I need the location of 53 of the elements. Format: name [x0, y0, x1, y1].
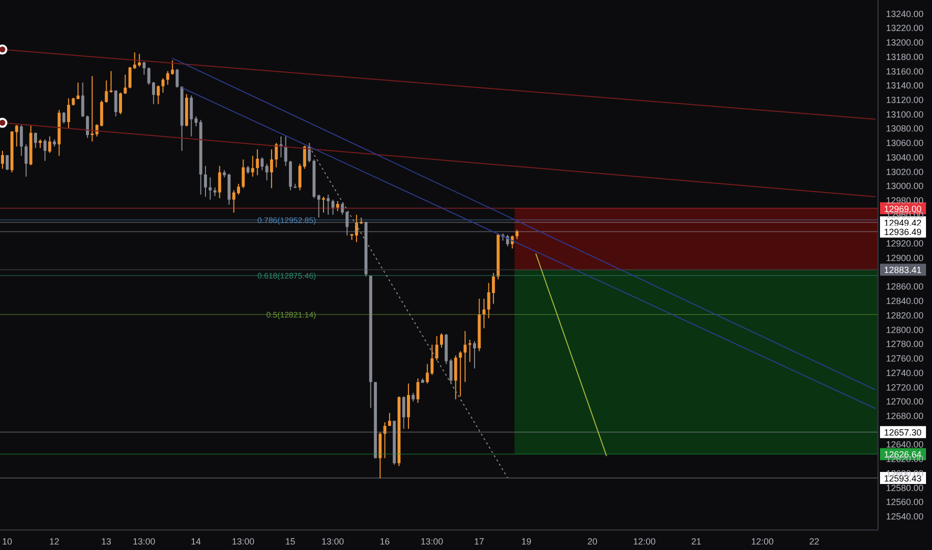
y-tick-label: 12740.00	[886, 368, 924, 378]
y-tick-label: 13080.00	[886, 124, 924, 134]
x-tick-label: 15	[285, 536, 296, 546]
y-tick-label: 12720.00	[886, 382, 924, 392]
y-tick-label: 13000.00	[886, 181, 924, 192]
y-tick-label: 12680.00	[886, 411, 924, 422]
x-tick-label: 16	[380, 536, 390, 546]
y-tick-label: 13160.00	[886, 66, 924, 76]
ref-line-label: 12657.30	[884, 428, 922, 438]
y-tick-label: 12820.00	[886, 310, 924, 320]
ref-line-label: 12936.49	[884, 227, 922, 238]
x-tick-label: 20	[587, 536, 598, 546]
y-tick-label: 12540.00	[886, 512, 924, 522]
y-tick-label: 12640.00	[886, 440, 924, 450]
y-tick-label: 12760.00	[886, 354, 924, 364]
x-tick-label: 12	[49, 536, 60, 546]
y-tick-label: 13100.00	[886, 109, 924, 120]
x-tick-label: 10	[2, 536, 12, 546]
y-tick-label: 12920.00	[886, 238, 924, 249]
x-tick-label: 19	[521, 536, 532, 546]
x-tick-label: 13:00	[132, 536, 156, 546]
annotation: 0.618(12875.46)	[257, 271, 316, 280]
y-tick-label: 13140.00	[886, 80, 924, 91]
y-tick-label: 12860.00	[886, 282, 924, 292]
x-tick-label: 12:00	[751, 536, 774, 546]
y-tick-label: 12560.00	[886, 497, 924, 508]
y-tick-label: 13060.00	[886, 138, 924, 148]
y-tick-label: 13240.00	[886, 8, 924, 19]
annotation: 0.786(12952.85)	[257, 216, 316, 225]
x-tick-label: 17	[474, 536, 484, 546]
y-tick-label: 12840.00	[886, 296, 924, 306]
y-tick-label: 12780.00	[886, 339, 924, 350]
ref-line-label: 12949.42	[884, 218, 922, 228]
y-tick-label: 12700.00	[886, 396, 924, 407]
y-tick-label: 13200.00	[886, 38, 924, 48]
x-tick-label: 22	[809, 536, 820, 546]
y-tick-label: 13040.00	[886, 152, 924, 162]
ref-line-label: 12883.41	[884, 265, 922, 276]
annotation: 0.5(12821.14)	[266, 310, 316, 320]
x-tick-label: 13	[101, 536, 112, 546]
y-tick-label: 13220.00	[886, 23, 924, 34]
y-tick-label: 12580.00	[886, 482, 924, 493]
y-tick-label: 12900.00	[886, 253, 924, 264]
y-tick-label: 13120.00	[886, 95, 924, 106]
x-tick-label: 13:00	[420, 536, 444, 546]
x-tick-label: 12:00	[633, 536, 656, 546]
y-tick-label: 13180.00	[886, 52, 924, 62]
y-tick-label: 13020.00	[886, 166, 924, 177]
x-tick-label: 13:00	[322, 536, 344, 546]
y-tick-label: 12800.00	[886, 324, 924, 335]
x-tick-label: 21	[691, 536, 702, 546]
x-tick-label: 13:00	[232, 536, 254, 546]
x-tick-label: 14	[190, 536, 201, 546]
